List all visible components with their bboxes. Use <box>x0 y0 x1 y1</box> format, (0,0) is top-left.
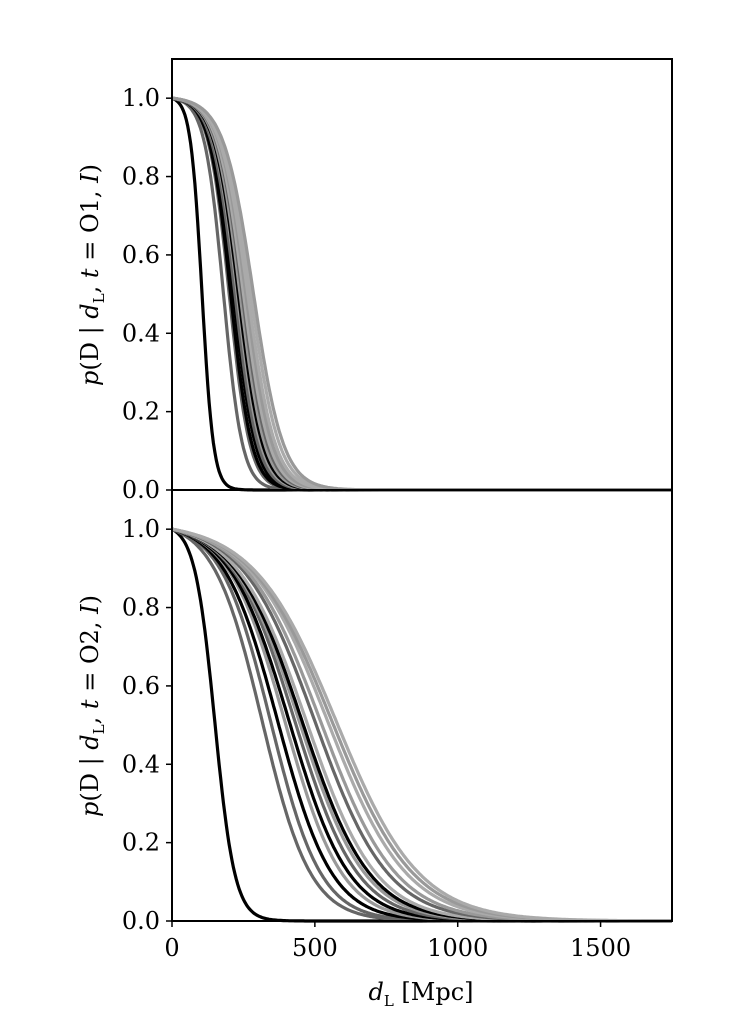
bottom-y-tick-label: 1.0 <box>122 515 160 543</box>
x-tick-label: 500 <box>292 934 338 962</box>
bottom-y-ticks: 0.0 0.2 0.4 0.6 0.8 1.0 <box>122 515 172 935</box>
x-tick-label: 1500 <box>570 934 631 962</box>
top-y-axis-label: p(D | dL, t = O1, I) <box>76 164 108 386</box>
top-series-group <box>171 96 673 492</box>
top-y-ticks: 0.0 0.2 0.4 0.6 0.8 1.0 <box>122 84 172 504</box>
top-y-tick-label: 0.6 <box>122 241 160 269</box>
bottom-series-group <box>171 527 673 923</box>
bottom-y-tick-label: 0.8 <box>122 594 160 622</box>
x-axis-label: dL [Mpc] <box>368 978 473 1010</box>
bottom-y-tick-label: 0.4 <box>122 750 160 778</box>
bottom-panel: 0.0 0.2 0.4 0.6 0.8 1.0 0 500 1000 1500 p(D | dL… <box>76 489 673 1010</box>
top-y-tick-label: 0.2 <box>122 398 160 426</box>
bottom-series-line-9 <box>171 527 673 923</box>
top-y-tick-label: 0.8 <box>122 163 160 191</box>
top-panel: 0.0 0.2 0.4 0.6 0.8 1.0 p(D | dL, t = O1, I) <box>76 58 673 504</box>
top-y-tick-label: 0.4 <box>122 319 160 347</box>
bottom-plot-frame <box>171 489 673 922</box>
top-y-tick-label: 1.0 <box>122 84 160 112</box>
x-tick-label: 0 <box>164 934 179 962</box>
bottom-y-tick-label: 0.2 <box>122 829 160 857</box>
top-y-tick-label: 0.0 <box>122 476 160 504</box>
bottom-y-tick-label: 0.6 <box>122 672 160 700</box>
bottom-y-tick-label: 0.0 <box>122 907 160 935</box>
bottom-y-axis-label: p(D | dL, t = O2, I) <box>76 595 108 817</box>
bottom-x-ticks: 0 500 1000 1500 <box>164 921 631 962</box>
x-tick-label: 1000 <box>427 934 488 962</box>
